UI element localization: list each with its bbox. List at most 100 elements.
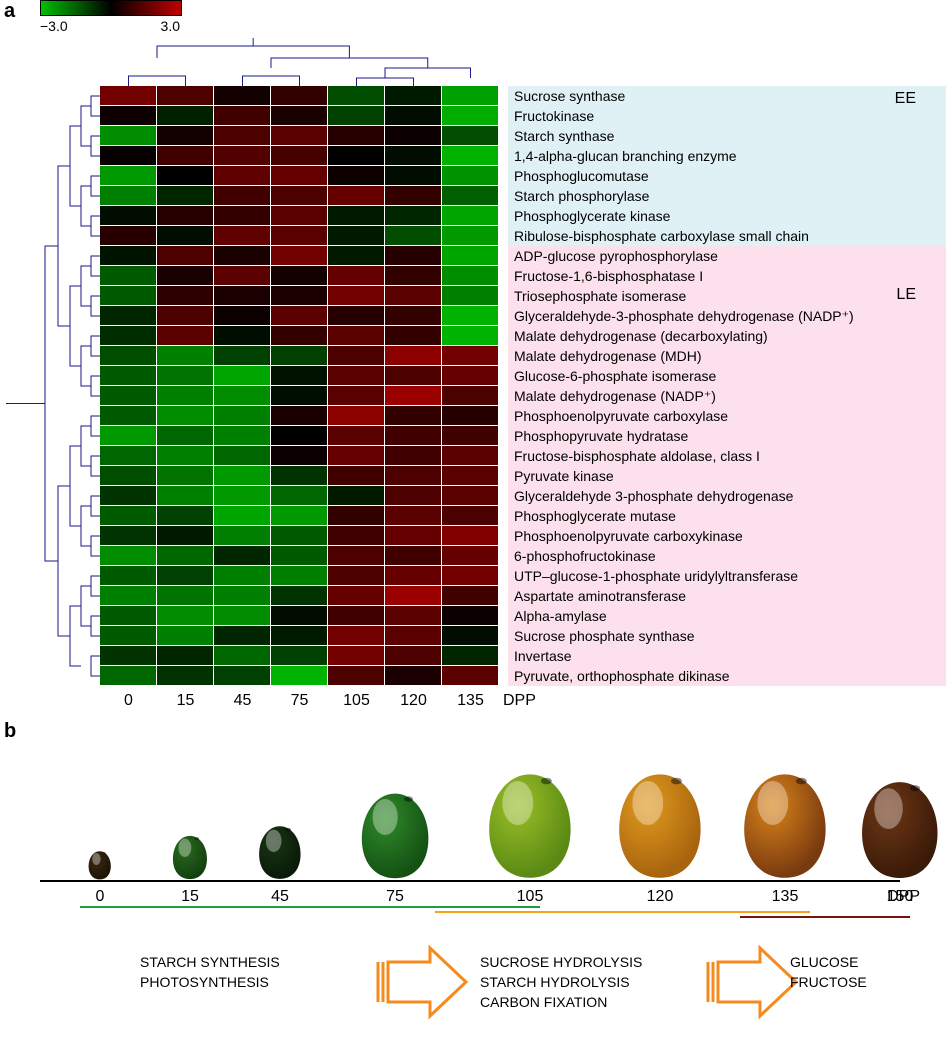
heatmap-cell (442, 546, 499, 566)
heatmap-cell (328, 326, 385, 346)
heatmap-cell (328, 666, 385, 686)
heatmap-cell (442, 446, 499, 466)
heatmap-cell (442, 306, 499, 326)
heatmap-cell (385, 366, 442, 386)
process-arrow-icon (370, 942, 470, 1025)
legend-gradient-bar (40, 0, 182, 16)
heatmap-cell (442, 166, 499, 186)
row-dendrogram (4, 86, 100, 686)
heatmap-cell (328, 426, 385, 446)
heatmap-cell (442, 606, 499, 626)
heatmap-cell (385, 326, 442, 346)
heatmap-cell (271, 386, 328, 406)
row-label: Pyruvate kinase (514, 466, 940, 486)
heatmap-cell (442, 626, 499, 646)
heatmap-cell (157, 126, 214, 146)
heatmap-cell (328, 446, 385, 466)
heatmap-cell (157, 146, 214, 166)
heatmap-cell (385, 286, 442, 306)
heatmap-cell (442, 106, 499, 126)
dpp-axis: DPP 0154575105120135150 (40, 880, 920, 906)
heatmap-cell (100, 206, 157, 226)
heatmap-cell (157, 446, 214, 466)
heatmap-cell (214, 146, 271, 166)
heatmap-cell (100, 486, 157, 506)
row-label: Starch phosphorylase (514, 186, 940, 206)
heatmap-cell (214, 126, 271, 146)
heatmap-cell (157, 306, 214, 326)
heatmap-cell (328, 126, 385, 146)
process-label: SUCROSE HYDROLYSIS (480, 952, 642, 972)
heatmap-cell (271, 606, 328, 626)
x-tick: 0 (100, 692, 157, 710)
heatmap-cell (271, 106, 328, 126)
heatmap-cell (157, 366, 214, 386)
heatmap-cell (271, 586, 328, 606)
dpp-tick: 150 (887, 888, 914, 906)
heatmap-cell (328, 486, 385, 506)
heatmap-x-axis: 0154575105120135DPP (100, 692, 536, 710)
heatmap-cell (385, 546, 442, 566)
heatmap-cell (214, 506, 271, 526)
group-tag: EE (895, 90, 916, 108)
row-label: Phosphoenolpyruvate carboxylase (514, 406, 940, 426)
process-label: STARCH SYNTHESIS (140, 952, 280, 972)
row-label: Alpha-amylase (514, 606, 940, 626)
heatmap-cell (385, 646, 442, 666)
heatmap-cell (442, 486, 499, 506)
heatmap-cell (157, 506, 214, 526)
heatmap-cell (157, 526, 214, 546)
heatmap-cell (385, 426, 442, 446)
heatmap-cell (214, 526, 271, 546)
heatmap-cell (442, 86, 499, 106)
heatmap-cell (214, 486, 271, 506)
heatmap-cell (157, 286, 214, 306)
heatmap-cell (100, 266, 157, 286)
heatmap-cell (271, 546, 328, 566)
heatmap-cell (442, 466, 499, 486)
heatmap-cell (385, 86, 442, 106)
heatmap-cell (385, 606, 442, 626)
heatmap-cell (442, 186, 499, 206)
row-label: Malate dehydrogenase (NADP⁺) (514, 386, 940, 406)
row-label: Sucrose synthase (514, 86, 940, 106)
heatmap-cell (328, 626, 385, 646)
heatmap-cell (442, 426, 499, 446)
heatmap-cell (442, 266, 499, 286)
dpp-tick: 75 (386, 888, 404, 906)
heatmap-cell (100, 446, 157, 466)
heatmap-cell (214, 306, 271, 326)
heatmap-cell (328, 506, 385, 526)
heatmap-cell (157, 246, 214, 266)
heatmap-cell (385, 226, 442, 246)
row-label: Pyruvate, orthophosphate dikinase (514, 666, 940, 686)
heatmap-cell (271, 646, 328, 666)
heatmap-cell (157, 566, 214, 586)
process-label: FRUCTOSE (790, 972, 867, 992)
heatmap-cell (157, 626, 214, 646)
heatmap-cell (157, 666, 214, 686)
fruit-icon (617, 770, 703, 880)
heatmap-cell (157, 206, 214, 226)
heatmap-cell (214, 466, 271, 486)
heatmap-cell (328, 586, 385, 606)
heatmap-cell (385, 506, 442, 526)
heatmap-cell (100, 86, 157, 106)
heatmap-cell (328, 546, 385, 566)
heatmap-cell (100, 646, 157, 666)
heatmap-cell (157, 586, 214, 606)
heatmap-cell (271, 86, 328, 106)
heatmap-cell (214, 586, 271, 606)
heatmap-cell (385, 186, 442, 206)
x-tick: 105 (328, 692, 385, 710)
row-label: ADP-glucose pyrophosphorylase (514, 246, 940, 266)
heatmap-cell (328, 266, 385, 286)
legend-min: −3.0 (40, 18, 68, 34)
row-label: Starch synthase (514, 126, 940, 146)
heatmap-cell (100, 626, 157, 646)
heatmap-cell (100, 326, 157, 346)
heatmap-cell (385, 626, 442, 646)
heatmap-cell (328, 226, 385, 246)
heatmap-cell (100, 426, 157, 446)
heatmap-cell (385, 346, 442, 366)
